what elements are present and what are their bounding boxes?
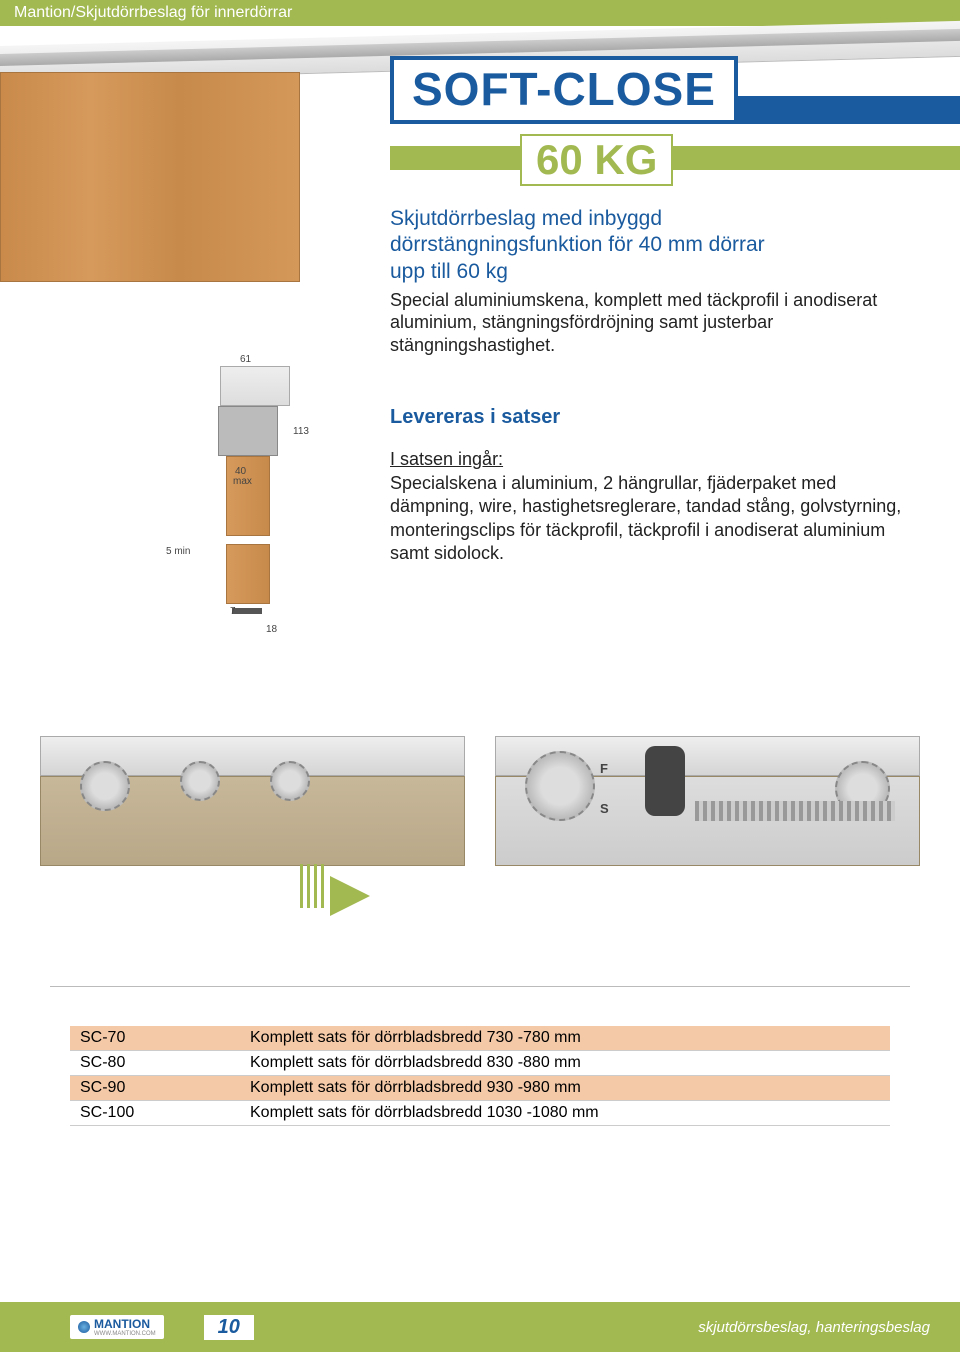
dim-foot bbox=[232, 608, 262, 614]
arrow-stripes bbox=[300, 864, 326, 908]
description-block: Skjutdörrbeslag med inbyggd dörrstängnin… bbox=[390, 206, 920, 356]
table-row: SC-80Komplett sats för dörrbladsbredd 83… bbox=[70, 1051, 890, 1076]
desc-line-3: upp till 60 kg bbox=[390, 259, 920, 285]
footer-right-text: skjutdörrsbeslag, hanteringsbeslag bbox=[698, 1319, 930, 1336]
ingar-heading: I satsen ingår: bbox=[390, 449, 920, 470]
badge-green-bar bbox=[390, 146, 960, 170]
ingar-body: Specialskena i aluminium, 2 hängrullar, … bbox=[390, 472, 920, 566]
dim-5min: 5 min bbox=[166, 546, 190, 557]
divider bbox=[50, 986, 910, 987]
arrow-icon bbox=[330, 876, 370, 916]
desc-line-2: dörrstängningsfunktion för 40 mm dörrar bbox=[390, 232, 920, 258]
product-table: SC-70Komplett sats för dörrbladsbredd 73… bbox=[70, 1026, 890, 1126]
title-main: SOFT-CLOSE bbox=[390, 56, 738, 124]
dimension-diagram: 61 113 40 max 5 min 7 18 bbox=[170, 366, 320, 656]
table-cell-code: SC-80 bbox=[70, 1051, 240, 1076]
table-row: SC-70Komplett sats för dörrbladsbredd 73… bbox=[70, 1026, 890, 1051]
mechanism-right: F S bbox=[495, 706, 920, 946]
rack-graphic bbox=[695, 801, 895, 821]
dim-door-lower bbox=[226, 544, 270, 604]
label-f: F bbox=[600, 761, 608, 776]
title-block: SOFT-CLOSE 60 KG bbox=[390, 56, 930, 186]
header-text: Mantion/Skjutdörrbeslag för innerdörrar bbox=[14, 4, 292, 21]
table-row: SC-100Komplett sats för dörrbladsbredd 1… bbox=[70, 1101, 890, 1126]
dim-mechanism bbox=[218, 406, 278, 456]
dim-max: max bbox=[233, 476, 252, 487]
dim-113: 113 bbox=[293, 426, 309, 437]
logo-text: MANTION bbox=[94, 1317, 150, 1331]
table-row: SC-90Komplett sats för dörrbladsbredd 93… bbox=[70, 1076, 890, 1101]
door-illustration bbox=[0, 22, 340, 282]
table: SC-70Komplett sats för dörrbladsbredd 73… bbox=[70, 1026, 890, 1126]
label-s: S bbox=[600, 801, 609, 816]
page-number: 10 bbox=[204, 1315, 254, 1340]
globe-icon bbox=[78, 1321, 90, 1333]
gear-large-icon bbox=[525, 751, 595, 821]
desc-line-1: Skjutdörrbeslag med inbyggd bbox=[390, 206, 920, 232]
dim-61: 61 bbox=[240, 354, 251, 365]
table-cell-code: SC-70 bbox=[70, 1026, 240, 1051]
table-cell-desc: Komplett sats för dörrbladsbredd 930 -98… bbox=[240, 1076, 890, 1101]
desc-black: Special aluminiumskena, komplett med täc… bbox=[390, 289, 920, 357]
gear-icon bbox=[180, 761, 220, 801]
mechanism-left bbox=[40, 706, 465, 946]
contents-section: Levereras i satser I satsen ingår: Speci… bbox=[390, 406, 920, 566]
dim-rail bbox=[220, 366, 290, 406]
levereras-heading: Levereras i satser bbox=[390, 406, 920, 429]
mechanism-illustrations: F S bbox=[40, 706, 920, 946]
page-content: SOFT-CLOSE 60 KG Skjutdörrbeslag med inb… bbox=[0, 26, 960, 306]
dim-18: 18 bbox=[266, 624, 277, 635]
damper-graphic bbox=[645, 746, 685, 816]
mantion-logo: MANTION WWW.MANTION.COM bbox=[70, 1315, 164, 1339]
dim-7: 7 bbox=[230, 606, 236, 617]
footer-bar: MANTION WWW.MANTION.COM 10 skjutdörrsbes… bbox=[0, 1302, 960, 1352]
logo-url: WWW.MANTION.COM bbox=[94, 1331, 156, 1337]
wood-panel bbox=[0, 72, 300, 282]
gear-icon bbox=[80, 761, 130, 811]
gear-icon bbox=[270, 761, 310, 801]
table-cell-code: SC-100 bbox=[70, 1101, 240, 1126]
table-cell-desc: Komplett sats för dörrbladsbredd 1030 -1… bbox=[240, 1101, 890, 1126]
table-cell-desc: Komplett sats för dörrbladsbredd 830 -88… bbox=[240, 1051, 890, 1076]
weight-badge: 60 KG bbox=[520, 134, 673, 186]
table-cell-desc: Komplett sats för dörrbladsbredd 730 -78… bbox=[240, 1026, 890, 1051]
dim-door-upper bbox=[226, 456, 270, 536]
table-cell-code: SC-90 bbox=[70, 1076, 240, 1101]
